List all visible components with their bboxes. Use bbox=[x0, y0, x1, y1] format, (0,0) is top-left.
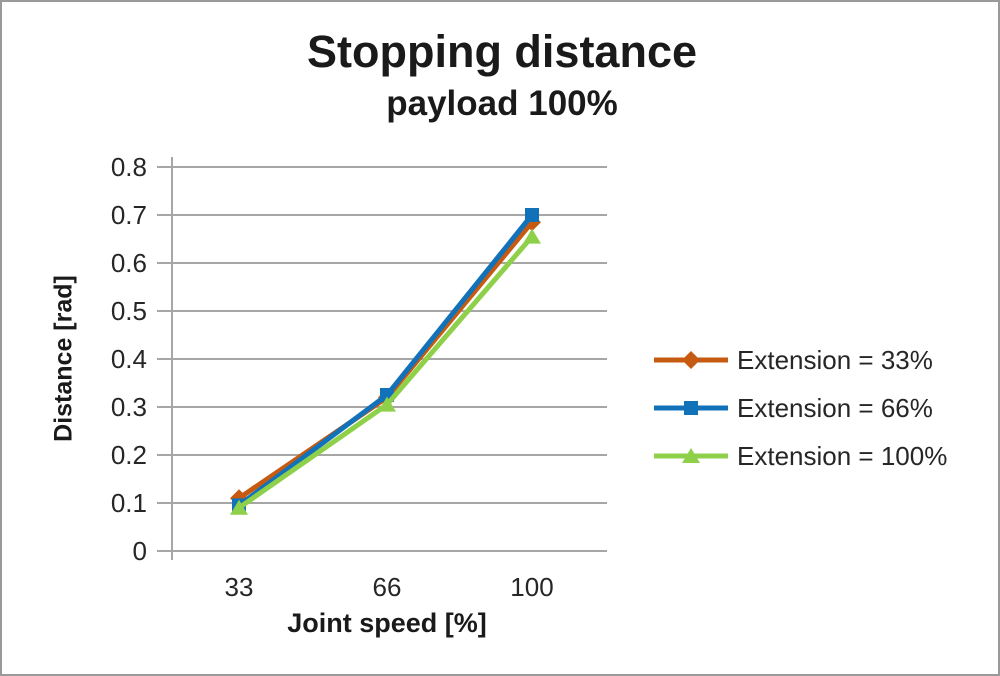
y-tick-label: 0.4 bbox=[110, 344, 147, 374]
y-tick-label: 0.3 bbox=[110, 392, 147, 422]
x-tick-label: 100 bbox=[510, 572, 554, 602]
y-tick-label: 0.8 bbox=[110, 152, 147, 182]
x-tick-label: 33 bbox=[224, 572, 254, 602]
x-tick-label: 66 bbox=[372, 572, 402, 602]
x-axis-title: Joint speed [%] bbox=[287, 608, 487, 638]
square-marker-icon bbox=[654, 401, 728, 415]
y-tick-label: 0.2 bbox=[110, 440, 147, 470]
y-tick-label: 0.7 bbox=[110, 200, 147, 230]
diamond-marker-icon bbox=[654, 351, 728, 369]
legend-label: Extension = 66% bbox=[737, 392, 933, 423]
y-tick-label: 0 bbox=[132, 536, 147, 566]
legend-label: Extension = 33% bbox=[737, 344, 933, 375]
y-axis-title: Distance [rad] bbox=[49, 275, 78, 442]
triangle-marker-icon bbox=[654, 448, 728, 463]
y-tick-label: 0.5 bbox=[110, 296, 147, 326]
legend-item: Extension = 66% bbox=[652, 384, 947, 432]
chart-subtitle: payload 100% bbox=[386, 84, 618, 123]
legend: Extension = 33% Extension = 66% Extension … bbox=[652, 336, 947, 480]
legend-item: Extension = 100% bbox=[652, 432, 947, 480]
y-tick-label: 0.1 bbox=[110, 488, 147, 518]
y-tick-label: 0.6 bbox=[110, 248, 147, 278]
chart-title: Stopping distance bbox=[306, 26, 697, 77]
plot-area bbox=[157, 157, 607, 560]
legend-item: Extension = 33% bbox=[652, 336, 947, 384]
legend-label: Extension = 100% bbox=[737, 440, 948, 471]
